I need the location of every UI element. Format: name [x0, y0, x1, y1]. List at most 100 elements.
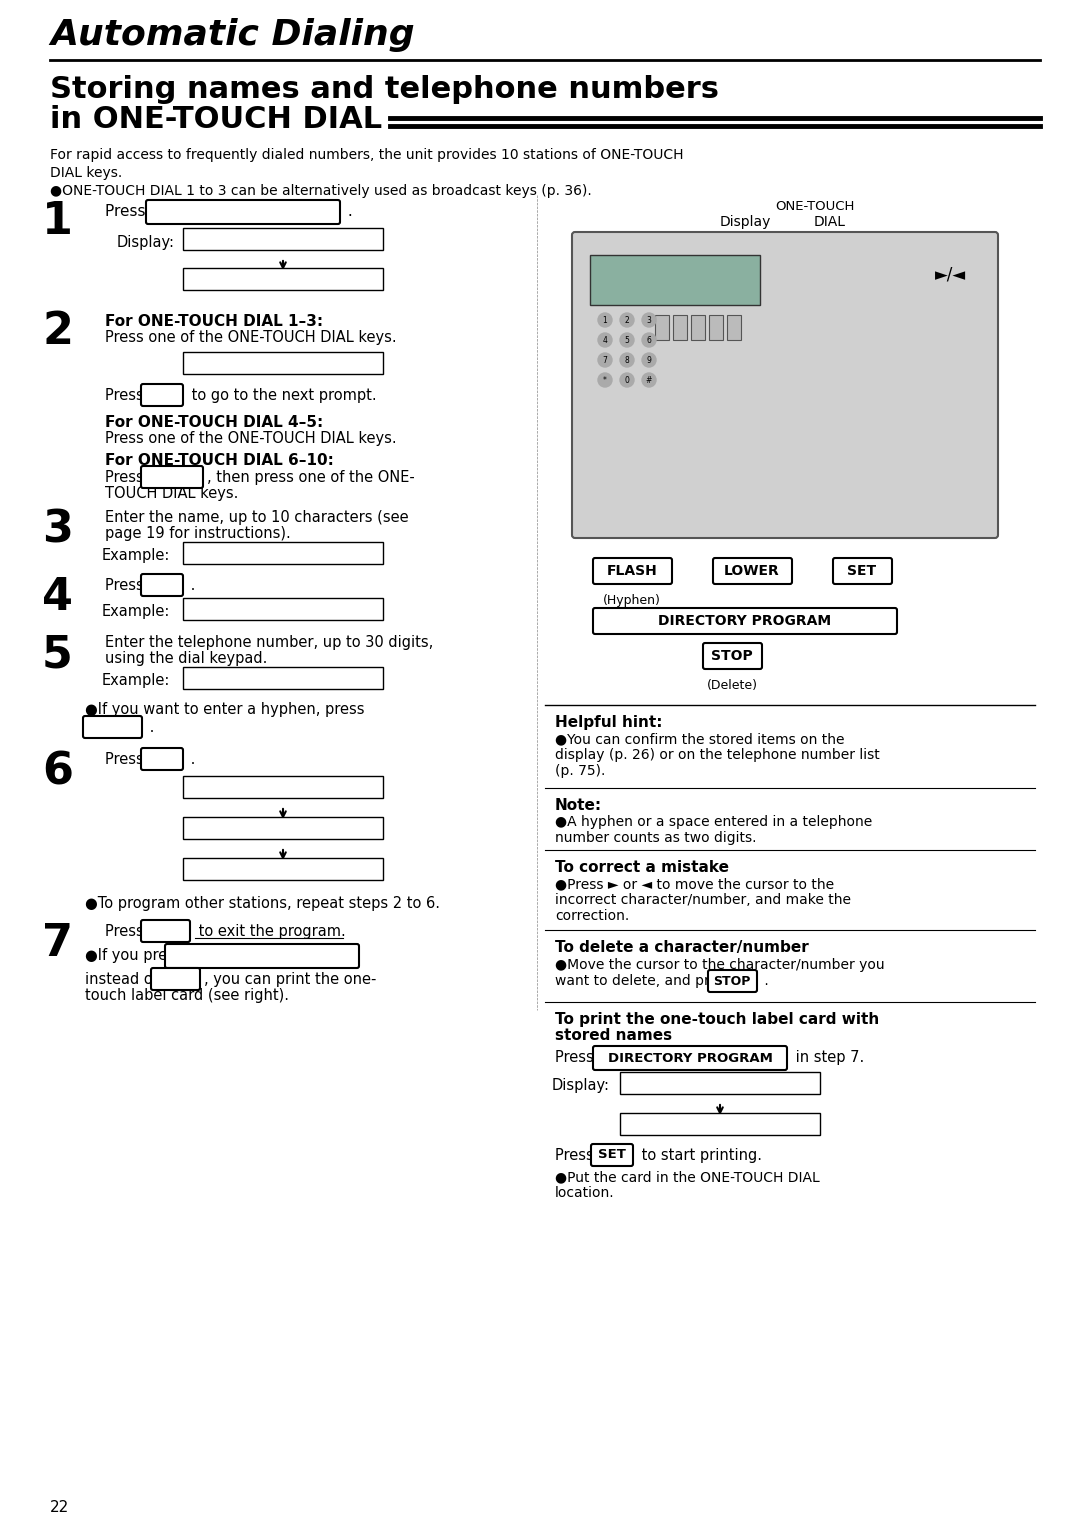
Bar — [727, 314, 741, 340]
Circle shape — [598, 353, 612, 366]
Text: Press one of the ONE-TOUCH DIAL keys.: Press one of the ONE-TOUCH DIAL keys. — [105, 330, 396, 345]
Text: SET: SET — [148, 752, 176, 766]
Text: REGISTERED: REGISTERED — [241, 780, 325, 794]
Text: incorrect character/number, and make the: incorrect character/number, and make the — [555, 893, 851, 906]
FancyBboxPatch shape — [151, 967, 200, 990]
Text: in step 7.: in step 7. — [791, 1050, 864, 1065]
Text: display (p. 26) or on the telephone number list: display (p. 26) or on the telephone numb… — [555, 748, 880, 761]
Text: 9: 9 — [647, 356, 651, 365]
Bar — [183, 542, 383, 565]
FancyBboxPatch shape — [141, 920, 190, 942]
Text: Example:: Example: — [102, 673, 170, 688]
Text: instead of: instead of — [85, 972, 162, 987]
Text: <S02>=1114497: <S02>=1114497 — [191, 671, 300, 685]
FancyBboxPatch shape — [141, 574, 183, 597]
Text: SET: SET — [848, 565, 877, 578]
Bar — [654, 314, 669, 340]
Text: OR USE SPD-DIR: OR USE SPD-DIR — [225, 272, 341, 285]
Text: 8: 8 — [624, 356, 630, 365]
Text: #: # — [646, 375, 652, 385]
Text: DIAL: DIAL — [814, 215, 846, 229]
Text: 2: 2 — [42, 310, 73, 353]
Text: ●If you press: ●If you press — [85, 948, 187, 963]
Circle shape — [620, 372, 634, 388]
Text: want to delete, and press: want to delete, and press — [555, 974, 737, 987]
Text: Press one of the ONE-TOUCH DIAL keys.: Press one of the ONE-TOUCH DIAL keys. — [105, 430, 396, 446]
Circle shape — [642, 333, 656, 346]
FancyBboxPatch shape — [833, 559, 892, 584]
Text: touch label card (see right).: touch label card (see right). — [85, 987, 289, 1003]
Text: ●A hyphen or a space entered in a telephone: ●A hyphen or a space entered in a teleph… — [555, 815, 873, 829]
Bar — [691, 314, 705, 340]
Text: τΩ: τΩ — [348, 356, 365, 369]
Text: ●You can confirm the stored items on the: ●You can confirm the stored items on the — [555, 732, 845, 746]
Text: STOP: STOP — [156, 972, 194, 986]
Bar — [183, 816, 383, 839]
Circle shape — [620, 313, 634, 327]
Circle shape — [598, 372, 612, 388]
Text: PRESS STATION: PRESS STATION — [229, 232, 337, 246]
Text: *: * — [603, 375, 607, 385]
Bar — [620, 1112, 820, 1135]
Text: ●ONE-TOUCH DIAL 1 to 3 can be alternatively used as broadcast keys (p. 36).: ●ONE-TOUCH DIAL 1 to 3 can be alternativ… — [50, 185, 592, 198]
Text: DIRECTORY PROGRAM: DIRECTORY PROGRAM — [161, 206, 325, 218]
Text: 3: 3 — [647, 316, 651, 325]
FancyBboxPatch shape — [141, 465, 203, 488]
Bar — [183, 667, 383, 690]
Text: Enter the name, up to 10 characters (see: Enter the name, up to 10 characters (see — [105, 510, 408, 525]
Text: number counts as two digits.: number counts as two digits. — [555, 832, 756, 845]
Text: 2: 2 — [624, 316, 630, 325]
FancyBboxPatch shape — [141, 748, 183, 771]
Text: 4: 4 — [603, 336, 607, 345]
Text: 5: 5 — [42, 633, 72, 676]
Text: 3: 3 — [42, 508, 72, 551]
Text: Press: Press — [105, 578, 148, 594]
FancyBboxPatch shape — [165, 945, 359, 967]
Text: (Hyphen): (Hyphen) — [603, 594, 661, 607]
Text: 6: 6 — [42, 749, 73, 794]
Text: page 19 for instructions).: page 19 for instructions). — [105, 526, 291, 542]
Text: 7: 7 — [603, 356, 607, 365]
Text: Helpful hint:: Helpful hint: — [555, 716, 662, 729]
Circle shape — [598, 313, 612, 327]
Text: Storing names and telephone numbers: Storing names and telephone numbers — [50, 75, 719, 104]
Bar — [183, 269, 383, 290]
Text: .: . — [186, 578, 195, 594]
Text: DIAL MODE: DIAL MODE — [191, 356, 267, 369]
Text: STOP: STOP — [713, 975, 751, 987]
Text: Example:: Example: — [102, 548, 170, 563]
Text: ●If you want to enter a hyphen, press: ●If you want to enter a hyphen, press — [85, 702, 365, 717]
Text: stored names: stored names — [555, 1029, 672, 1042]
Text: To print the one-touch label card with: To print the one-touch label card with — [555, 1012, 879, 1027]
Text: Example:: Example: — [102, 604, 170, 620]
FancyBboxPatch shape — [591, 1144, 633, 1166]
Text: For ONE-TOUCH DIAL 1–3:: For ONE-TOUCH DIAL 1–3: — [105, 314, 323, 330]
Text: ●Put the card in the ONE-TOUCH DIAL: ●Put the card in the ONE-TOUCH DIAL — [555, 1170, 820, 1184]
Text: .: . — [760, 974, 769, 987]
Text: Display: Display — [719, 215, 771, 229]
Circle shape — [642, 313, 656, 327]
Text: 4: 4 — [42, 575, 73, 620]
Text: SET: SET — [148, 389, 176, 401]
Text: SET: SET — [598, 1149, 626, 1161]
Text: to start printing.: to start printing. — [637, 1148, 762, 1163]
Text: OR USE SPD-DIR: OR USE SPD-DIR — [225, 862, 341, 876]
Text: to go to the next prompt.: to go to the next prompt. — [187, 388, 377, 403]
Text: 0: 0 — [624, 375, 630, 385]
Text: correction.: correction. — [555, 909, 630, 923]
Text: 22: 22 — [50, 1500, 69, 1515]
Text: .: . — [343, 204, 353, 220]
FancyBboxPatch shape — [146, 200, 340, 224]
FancyBboxPatch shape — [703, 642, 762, 668]
FancyBboxPatch shape — [593, 1045, 787, 1070]
FancyBboxPatch shape — [141, 385, 183, 406]
Text: (Delete): (Delete) — [706, 679, 757, 691]
Text: Press: Press — [105, 388, 148, 403]
Text: DIRECTORY PROGRAM: DIRECTORY PROGRAM — [179, 949, 345, 963]
Bar — [620, 1071, 820, 1094]
Text: 1: 1 — [603, 316, 607, 325]
Text: NAME=John: NAME=John — [191, 546, 267, 560]
Text: 1: 1 — [42, 200, 73, 243]
Bar — [183, 598, 383, 620]
Text: .: . — [186, 752, 195, 768]
